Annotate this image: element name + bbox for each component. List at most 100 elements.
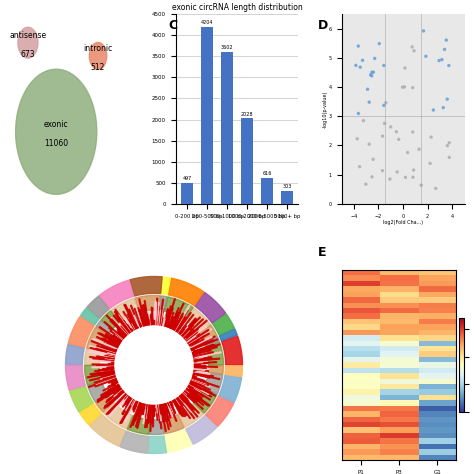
Polygon shape [186, 415, 217, 444]
Polygon shape [111, 319, 127, 336]
Polygon shape [186, 388, 210, 406]
Polygon shape [126, 398, 131, 405]
Polygon shape [139, 318, 143, 327]
Polygon shape [176, 398, 191, 419]
Polygon shape [146, 405, 149, 419]
Polygon shape [135, 320, 139, 328]
Point [446, 154, 453, 161]
Point [401, 83, 408, 91]
Polygon shape [193, 352, 213, 357]
Polygon shape [193, 374, 210, 378]
Polygon shape [191, 339, 218, 350]
Point [375, 40, 383, 47]
Polygon shape [143, 318, 145, 326]
Polygon shape [193, 357, 211, 360]
Polygon shape [127, 325, 132, 332]
Polygon shape [177, 397, 180, 400]
Polygon shape [193, 372, 213, 377]
Polygon shape [193, 350, 211, 355]
Polygon shape [182, 393, 183, 394]
Polygon shape [194, 368, 199, 369]
Bar [221, 52, 233, 204]
Polygon shape [194, 362, 196, 363]
Polygon shape [165, 403, 168, 412]
Polygon shape [101, 311, 120, 329]
Polygon shape [150, 419, 164, 435]
Polygon shape [156, 405, 158, 420]
Polygon shape [192, 377, 206, 382]
Point [380, 101, 388, 109]
Polygon shape [194, 364, 200, 365]
Point [415, 146, 423, 153]
Polygon shape [208, 365, 224, 374]
Polygon shape [161, 277, 171, 295]
Polygon shape [173, 400, 181, 414]
Polygon shape [127, 314, 136, 329]
Polygon shape [146, 405, 150, 428]
Polygon shape [194, 362, 217, 364]
Polygon shape [158, 405, 160, 423]
Polygon shape [110, 320, 126, 337]
Polygon shape [165, 311, 171, 327]
Polygon shape [189, 333, 210, 346]
Polygon shape [99, 327, 121, 342]
Polygon shape [171, 315, 177, 329]
Polygon shape [191, 380, 194, 381]
Polygon shape [111, 298, 138, 322]
Polygon shape [90, 356, 114, 360]
Polygon shape [138, 321, 141, 328]
Polygon shape [188, 385, 192, 388]
Polygon shape [133, 329, 134, 331]
Polygon shape [92, 366, 114, 368]
Polygon shape [184, 391, 194, 399]
Polygon shape [157, 306, 159, 325]
Polygon shape [146, 404, 148, 418]
Polygon shape [206, 342, 224, 365]
Polygon shape [194, 369, 209, 372]
Polygon shape [114, 390, 123, 397]
Polygon shape [139, 310, 144, 326]
Polygon shape [165, 429, 192, 452]
Polygon shape [181, 394, 195, 410]
Polygon shape [219, 375, 242, 402]
Polygon shape [189, 384, 212, 397]
Point [446, 139, 453, 146]
Polygon shape [128, 396, 129, 398]
Polygon shape [109, 346, 117, 350]
Polygon shape [174, 400, 181, 410]
Polygon shape [117, 384, 119, 385]
Polygon shape [178, 397, 195, 419]
Polygon shape [107, 343, 118, 348]
Polygon shape [100, 375, 115, 380]
Polygon shape [219, 329, 237, 341]
Polygon shape [187, 341, 190, 343]
Polygon shape [103, 374, 115, 377]
Polygon shape [100, 280, 134, 309]
Point [410, 47, 418, 55]
Polygon shape [103, 375, 116, 380]
Text: 2028: 2028 [241, 112, 253, 117]
Polygon shape [152, 308, 153, 325]
Point [442, 36, 450, 44]
Polygon shape [187, 387, 189, 388]
Polygon shape [148, 312, 150, 325]
Polygon shape [190, 382, 212, 393]
Polygon shape [179, 332, 181, 334]
Polygon shape [95, 379, 117, 387]
Polygon shape [125, 395, 128, 400]
Polygon shape [184, 391, 197, 402]
Polygon shape [103, 402, 132, 429]
Polygon shape [192, 377, 205, 381]
Polygon shape [172, 317, 179, 329]
Polygon shape [120, 400, 134, 424]
Polygon shape [107, 367, 114, 368]
Polygon shape [189, 345, 191, 346]
Polygon shape [185, 389, 190, 392]
Polygon shape [125, 317, 133, 331]
Polygon shape [166, 403, 171, 416]
Polygon shape [149, 436, 167, 454]
Polygon shape [225, 366, 243, 377]
Polygon shape [118, 332, 125, 338]
Point [399, 83, 406, 91]
Polygon shape [168, 318, 173, 328]
